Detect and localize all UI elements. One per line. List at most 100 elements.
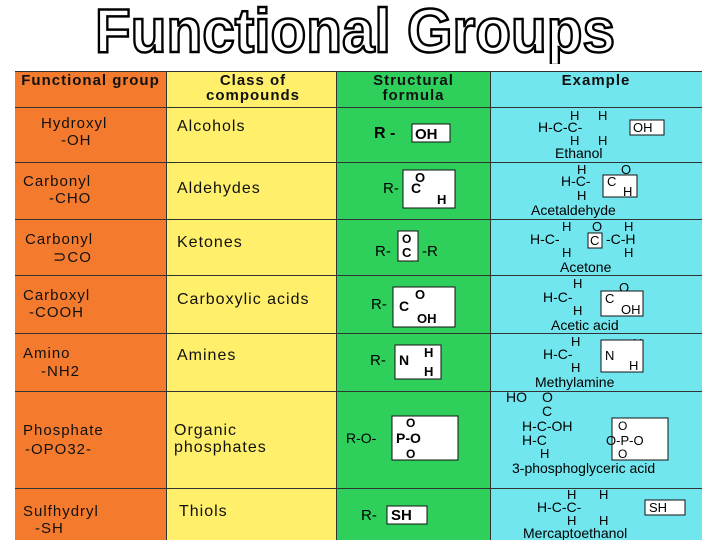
svg-text:R-: R- [370, 352, 386, 369]
svg-text:H-C-C-: H-C-C- [538, 119, 583, 135]
header-formula: Structural formula [373, 72, 454, 104]
svg-text:H-C: H-C [522, 432, 547, 448]
svg-text:O: O [618, 419, 627, 433]
svg-text:H: H [562, 220, 571, 234]
carboxyl-structure: R- O C OH [371, 285, 461, 334]
svg-text:C: C [402, 245, 412, 260]
row-phosphate-group: Phosphate [23, 422, 104, 439]
functional-groups-table: Functional group Class of compounds Stru… [15, 71, 703, 541]
row-sulfhydryl-group: Sulfhydryl [23, 503, 99, 520]
row-hydroxyl-formula: -OH [61, 132, 92, 149]
svg-text:H: H [562, 245, 571, 260]
svg-text:HO: HO [506, 389, 527, 405]
row-phosphate-class: Organic phosphates [174, 422, 267, 456]
svg-text:C: C [607, 174, 616, 189]
row-amino-group: Amino [23, 345, 71, 362]
svg-text:H: H [437, 192, 446, 207]
row-ketone-group: Carbonyl [25, 231, 94, 248]
svg-text:O: O [402, 232, 411, 246]
group-column [15, 71, 166, 540]
svg-text:O: O [406, 416, 415, 430]
svg-text:H: H [567, 488, 576, 502]
svg-text:H: H [623, 184, 632, 199]
header-group: Functional group [21, 72, 160, 89]
row-carboxyl-group: Carboxyl [23, 287, 91, 304]
svg-text:C: C [542, 403, 552, 419]
svg-text:C: C [411, 180, 421, 196]
svg-text:H: H [540, 446, 549, 461]
hydroxyl-structure: R - OH [370, 121, 460, 150]
sulfhydryl-structure: R- SH [359, 503, 449, 532]
svg-text:H: H [599, 488, 608, 502]
svg-text:H: H [598, 108, 607, 123]
row-ketone-class: Ketones [177, 234, 243, 251]
methylamine-label: Methylamine [535, 374, 615, 390]
example-column [490, 71, 702, 540]
svg-text:H: H [624, 220, 633, 234]
svg-text:R-: R- [371, 296, 387, 313]
row-ketone-formula: ⊃CO [53, 249, 92, 266]
svg-text:H-C-C-: H-C-C- [537, 499, 582, 515]
svg-text:N: N [399, 352, 409, 368]
row-carboxyl-class: Carboxylic acids [177, 291, 310, 308]
svg-text:R-O-: R-O- [346, 430, 377, 446]
svg-text:N: N [605, 348, 614, 363]
svg-text:H: H [571, 334, 580, 349]
svg-text:OH: OH [621, 302, 641, 317]
svg-text:H: H [598, 133, 607, 148]
amino-structure: R- N H H [370, 343, 450, 388]
methylamine-structure: HH H-C- NH H Methylamine [533, 334, 693, 395]
acetic-acid-structure: H O H-C- C OH H Acetic acid [543, 276, 703, 340]
row-aldehyde-formula: -CHO [49, 190, 92, 207]
row-aldehyde-class: Aldehydes [177, 180, 261, 197]
svg-text:H: H [571, 360, 580, 375]
svg-text:H-C-: H-C- [543, 346, 573, 362]
ketone-structure: R- O C -R [374, 229, 464, 270]
svg-text:P-O: P-O [396, 430, 421, 446]
svg-text:O: O [618, 447, 627, 461]
svg-text:R-: R- [361, 507, 377, 524]
phosphoglyceric-label: 3-phosphoglyceric acid [512, 460, 655, 476]
svg-text:H-C-: H-C- [530, 231, 560, 247]
svg-text:R-: R- [383, 180, 399, 197]
svg-text:H: H [424, 364, 433, 379]
row-carboxyl-formula: -COOH [29, 304, 84, 321]
header-class: Class of compounds [206, 72, 300, 104]
row-aldehyde-group: Carbonyl [23, 173, 92, 190]
acetone-label: Acetone [560, 259, 612, 275]
svg-text:O: O [406, 447, 415, 461]
svg-text:O: O [619, 280, 629, 295]
row-hydroxyl-class: Alcohols [177, 118, 246, 135]
svg-text:H: H [599, 513, 608, 528]
acetaldehyde-label: Acetaldehyde [531, 202, 616, 218]
svg-text:O: O [415, 287, 425, 302]
row-amino-formula: -NH2 [41, 363, 81, 380]
svg-text:OH: OH [415, 126, 438, 143]
svg-text:-R: -R [422, 243, 438, 260]
ethanol-label: Ethanol [555, 145, 602, 160]
svg-text:H: H [624, 245, 633, 260]
phosphoglyceric-structure: HO O C H-C-OH O H-C O-P-O O H 3-phosphogl… [502, 388, 702, 493]
svg-text:O: O [415, 170, 425, 185]
svg-text:H: H [567, 513, 576, 528]
svg-text:H: H [570, 108, 579, 123]
svg-text:SH: SH [649, 500, 667, 515]
title-text: Functional Groups [95, 0, 615, 64]
page-title: Functional Groups [0, 0, 720, 64]
svg-text:H-C-OH: H-C-OH [522, 418, 573, 434]
svg-text:R-: R- [375, 243, 391, 260]
svg-text:OH: OH [417, 311, 437, 326]
row-hydroxyl-group: Hydroxyl [41, 115, 108, 132]
svg-text:OH: OH [633, 120, 653, 135]
svg-text:O: O [621, 163, 631, 177]
svg-text:H: H [424, 345, 433, 360]
svg-text:R -: R - [374, 125, 395, 142]
svg-text:O-P-O: O-P-O [606, 433, 644, 448]
svg-text:C: C [590, 233, 599, 248]
row-sulfhydryl-formula: -SH [35, 520, 64, 537]
svg-text:O: O [542, 389, 553, 405]
